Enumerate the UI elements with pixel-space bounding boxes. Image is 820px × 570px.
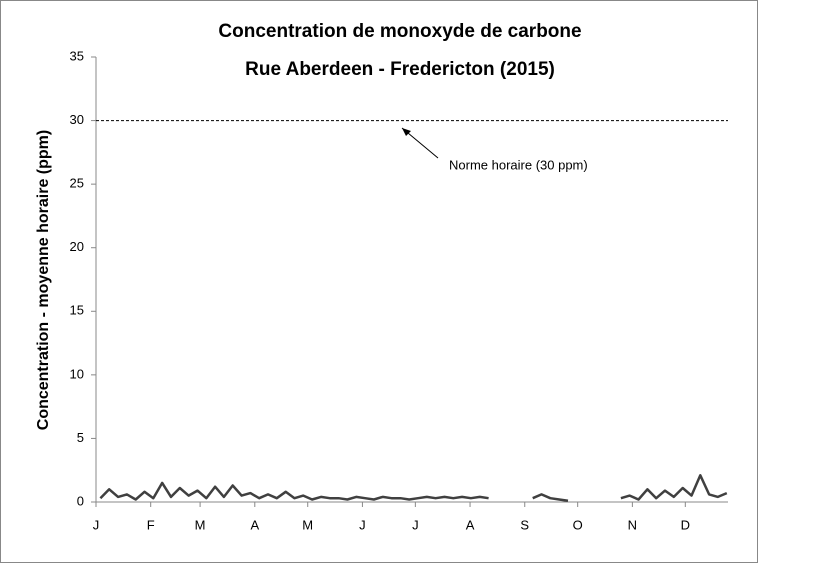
x-tick-label: D: [681, 517, 690, 532]
chart-title: Concentration de monoxyde de carbone: [218, 21, 581, 42]
chart-frame: [0, 0, 758, 563]
x-tick-label: A: [250, 517, 259, 532]
x-tick-label: J: [359, 517, 366, 532]
y-tick-label: 30: [70, 112, 84, 127]
x-tick-label: F: [147, 517, 155, 532]
data-line: [99, 474, 728, 502]
arrow-head: [402, 128, 411, 136]
x-tick-label: J: [93, 517, 100, 532]
y-tick-label: 20: [70, 239, 84, 254]
y-tick-label: 35: [70, 48, 84, 63]
y-tick-label: 10: [70, 366, 84, 381]
chart-subtitle: Rue Aberdeen - Fredericton (2015): [245, 59, 555, 80]
y-tick-label: 0: [77, 493, 84, 508]
y-tick-label: 25: [70, 176, 84, 191]
x-tick-label: O: [573, 517, 583, 532]
x-tick-label: N: [628, 517, 637, 532]
y-tick-label: 15: [70, 303, 84, 318]
y-axis-label: Concentration - moyenne horaire (ppm): [35, 130, 52, 430]
x-tick-label: A: [466, 517, 475, 532]
x-tick-label: J: [412, 517, 419, 532]
x-tick-label: M: [302, 517, 313, 532]
x-tick-label: M: [195, 517, 206, 532]
y-tick-label: 5: [77, 430, 84, 445]
x-tick-label: S: [520, 517, 529, 532]
annotation: Norme horaire (30 ppm): [449, 157, 588, 172]
